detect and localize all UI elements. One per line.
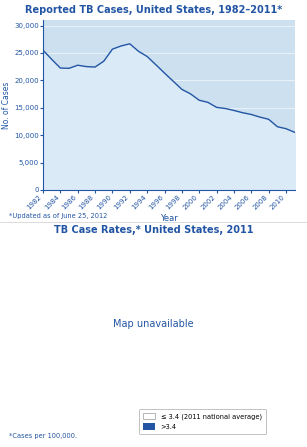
Text: Map unavailable: Map unavailable	[113, 319, 194, 329]
Y-axis label: No. of Cases: No. of Cases	[2, 81, 11, 129]
X-axis label: Year: Year	[160, 214, 178, 223]
Legend: ≤ 3.4 (2011 national average), >3.4: ≤ 3.4 (2011 national average), >3.4	[139, 409, 266, 434]
Text: TB Case Rates,* United States, 2011: TB Case Rates,* United States, 2011	[54, 225, 253, 235]
Text: *Updated as of June 25, 2012: *Updated as of June 25, 2012	[9, 213, 107, 219]
Text: *Cases per 100,000.: *Cases per 100,000.	[9, 433, 77, 439]
Text: Reported TB Cases, United States, 1982–2011*: Reported TB Cases, United States, 1982–2…	[25, 5, 282, 15]
